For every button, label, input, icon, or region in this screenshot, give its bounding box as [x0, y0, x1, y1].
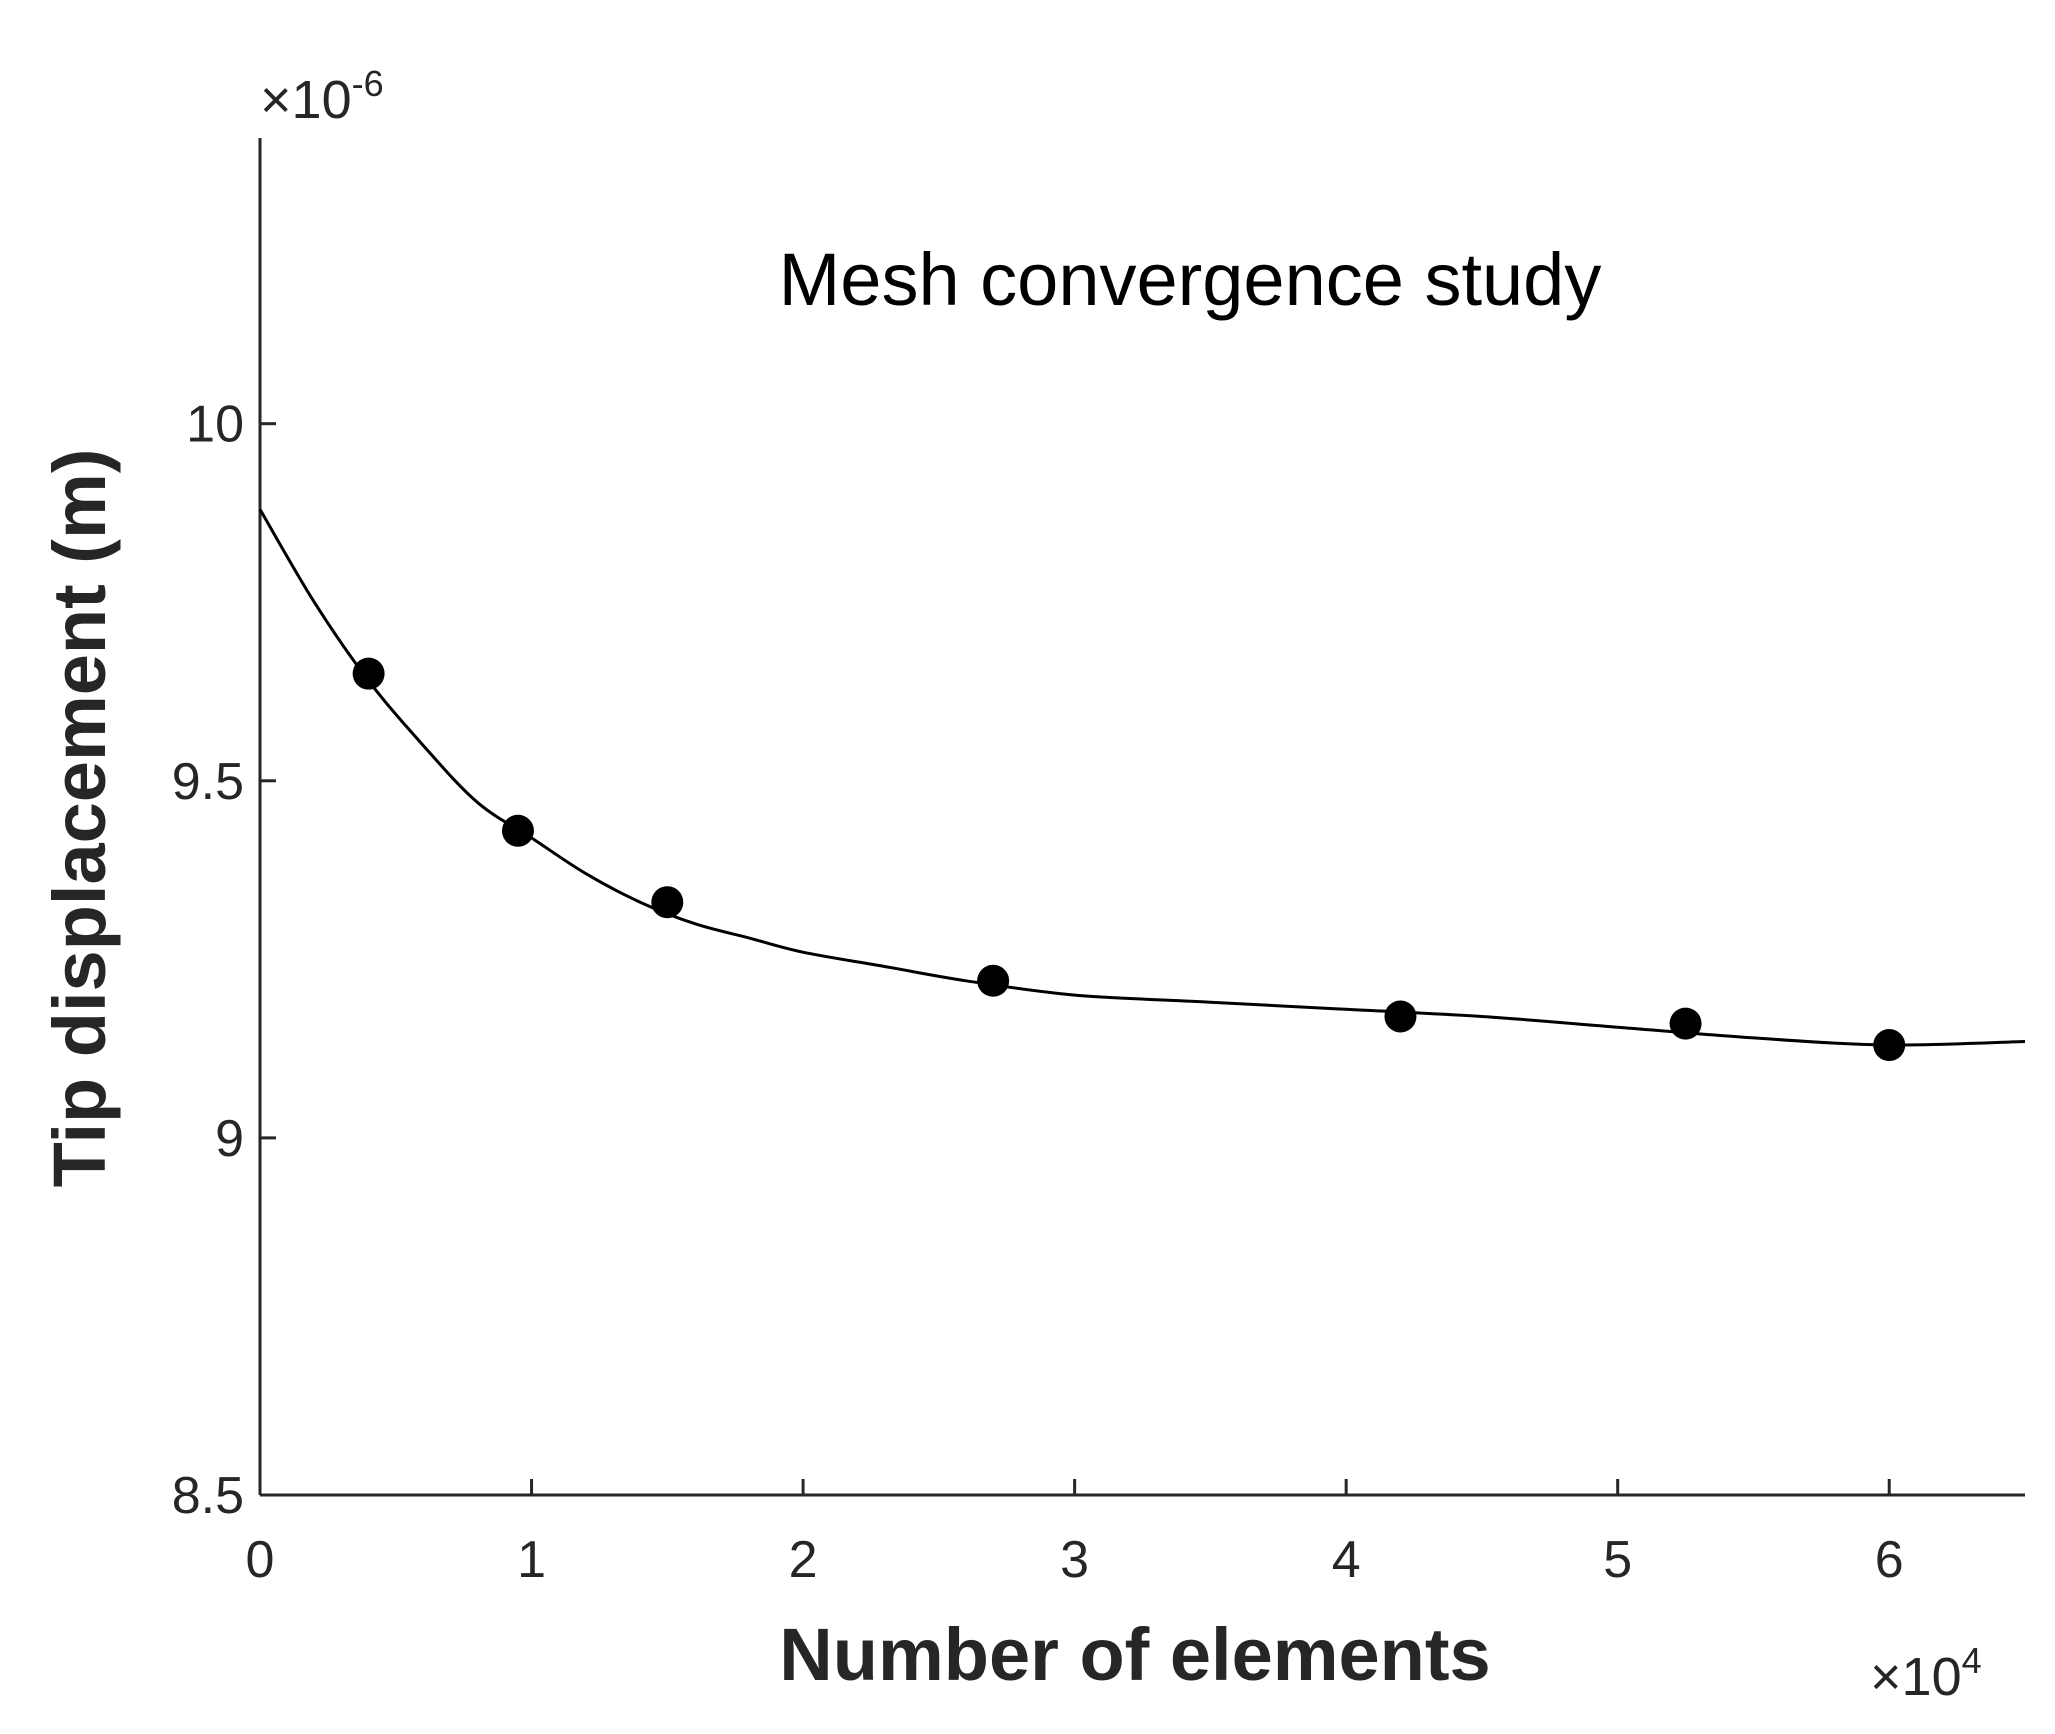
- x-tick-label: 1: [517, 1531, 546, 1589]
- y-tick-label: 10: [186, 396, 244, 454]
- data-point: [977, 964, 1010, 997]
- y-tick-label: 9: [215, 1110, 244, 1168]
- x-tick-label: 0: [246, 1531, 275, 1589]
- x-ticks: 0 1 2 3 4 5 6: [246, 1479, 1904, 1589]
- chart-annotation: Mesh convergence study: [779, 238, 1602, 321]
- data-point: [1669, 1007, 1702, 1040]
- x-tick-label: 5: [1603, 1531, 1632, 1589]
- plot-area: 8.5 9 9.5 10 0 1 2 3 4 5 6: [172, 138, 2026, 1589]
- y-ticks: 8.5 9 9.5 10: [172, 396, 276, 1525]
- y-tick-label: 9.5: [172, 753, 244, 811]
- fit-curve: [258, 508, 2026, 1047]
- data-point: [651, 886, 684, 919]
- x-multiplier-exponent: 4: [1962, 1640, 1982, 1681]
- x-axis-multiplier: ×104: [1870, 1640, 1982, 1707]
- x-tick-label: 2: [789, 1531, 818, 1589]
- x-tick-label: 4: [1332, 1531, 1361, 1589]
- x-axis-title: Number of elements: [779, 1613, 1490, 1696]
- data-point: [352, 657, 385, 690]
- y-tick-label: 8.5: [172, 1467, 244, 1525]
- x-tick-label: 3: [1060, 1531, 1089, 1589]
- y-multiplier-exponent: -6: [352, 63, 384, 104]
- x-multiplier-base: ×10: [1870, 1647, 1962, 1707]
- data-point: [1873, 1029, 1906, 1062]
- y-axis-title: Tip displacement (m): [38, 449, 121, 1188]
- y-multiplier-base: ×10: [260, 70, 352, 130]
- y-axis-multiplier: ×10-6: [260, 63, 384, 130]
- data-points: [352, 657, 1906, 1062]
- data-point: [501, 814, 534, 847]
- data-point: [1384, 1000, 1417, 1033]
- x-tick-label: 6: [1875, 1531, 1904, 1589]
